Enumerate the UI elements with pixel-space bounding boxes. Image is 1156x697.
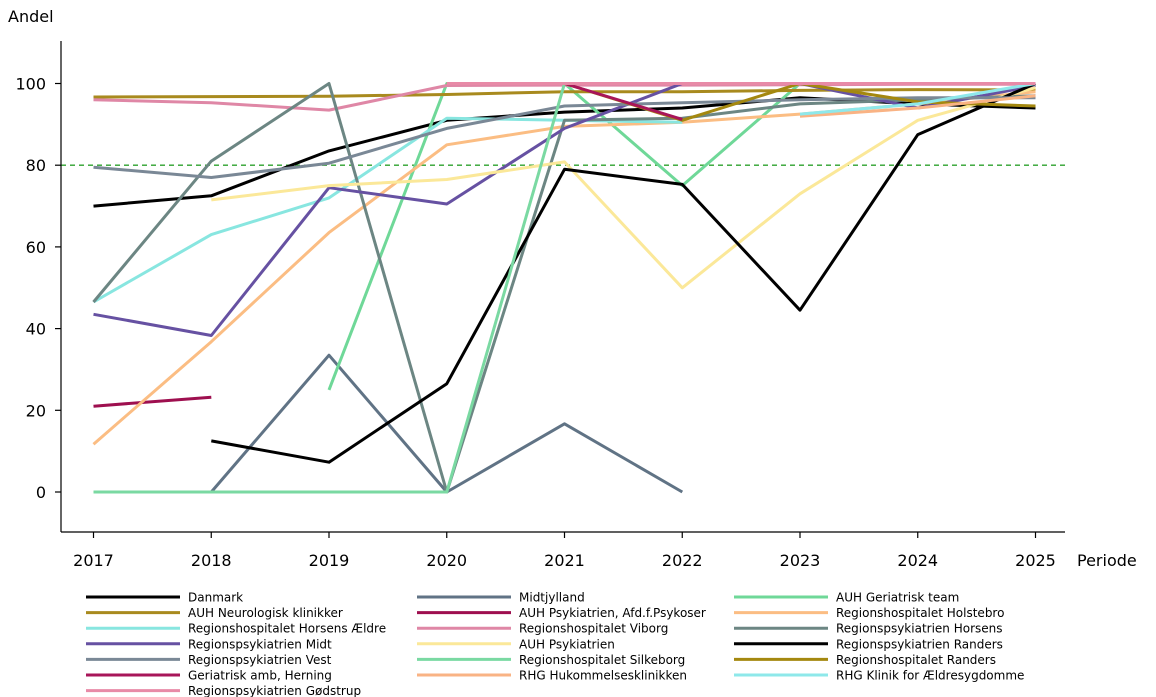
series-line — [211, 82, 1037, 464]
legend-label: Geriatrisk amb, Herning — [188, 669, 332, 683]
x-axis-label: Periode — [1077, 551, 1137, 570]
x-tick-label: 2021 — [544, 551, 585, 570]
legend-item: Regionshospitalet Randers — [734, 653, 996, 667]
legend-item: Geriatrisk amb, Herning — [86, 669, 332, 683]
series-segment — [93, 96, 1036, 179]
axes: 2017 2018 2019 2020 2021 2022 2023 2024 2025 0 20… — [8, 7, 1137, 570]
legend-item: Regionspsykiatrien Horsens — [734, 622, 1003, 636]
series-segment — [93, 96, 1036, 208]
x-tick-label: 2017 — [73, 551, 114, 570]
legend-item: Midtjylland — [417, 591, 585, 605]
legend-item: Regionspsykiatrien Randers — [734, 637, 1003, 651]
legend-item: Regionspsykiatrien Vest — [86, 653, 332, 667]
legend-item: AUH Neurologisk klinikker — [86, 606, 343, 620]
legend-item: RHG Hukommelsesklinikken — [417, 669, 687, 683]
legend-item: AUH Psykiatrien, Afd.f.Psykoser — [417, 606, 706, 620]
y-tick-label: 80 — [26, 156, 46, 175]
series-line — [799, 82, 1036, 116]
legend-label: AUH Psykiatrien — [519, 637, 615, 651]
x-tick-label: 2025 — [1015, 551, 1056, 570]
legend-label: Regionshospitalet Horsens Ældre — [188, 622, 386, 636]
legend-label: Regionspsykiatrien Horsens — [836, 622, 1003, 636]
y-tick-label: 20 — [26, 401, 46, 420]
legend-item: AUH Geriatrisk team — [734, 591, 959, 605]
series-line — [93, 96, 1036, 208]
legend-label: Regionshospitalet Holstebro — [836, 606, 1004, 620]
plot-area — [61, 82, 1065, 494]
series-segment — [799, 94, 1036, 118]
legend-item: Regionshospitalet Holstebro — [734, 606, 1004, 620]
y-tick-label: 40 — [26, 320, 46, 339]
series-line — [93, 395, 212, 408]
legend-item: Regionshospitalet Horsens Ældre — [86, 622, 386, 636]
y-axis-label: Andel — [8, 7, 54, 26]
legend-label: AUH Neurologisk klinikker — [188, 606, 343, 620]
legend-label: Regionspsykiatrien Vest — [188, 653, 332, 667]
x-tick-label: 2018 — [191, 551, 232, 570]
legend-item: Regionspsykiatrien Midt — [86, 637, 332, 651]
legend-label: Regionshospitalet Randers — [836, 653, 996, 667]
legend-label: Danmark — [188, 591, 243, 605]
y-tick-label: 0 — [36, 483, 46, 502]
legend-label: Regionshospitalet Viborg — [519, 622, 668, 636]
series-line — [93, 88, 1036, 99]
legend-label: Regionspsykiatrien Randers — [836, 637, 1003, 651]
x-tick-label: 2022 — [662, 551, 703, 570]
x-tick-label: 2019 — [309, 551, 350, 570]
legend-label: AUH Psykiatrien, Afd.f.Psykoser — [519, 606, 706, 620]
series-line — [564, 82, 683, 121]
legend: Danmark Midtjylland AUH Geriatrisk team AUH… — [86, 591, 1024, 697]
series-line — [92, 82, 1036, 494]
series-line — [799, 94, 1036, 118]
x-tick-label: 2024 — [897, 551, 938, 570]
series-segment — [210, 353, 684, 494]
y-tick-label: 60 — [26, 238, 46, 257]
legend-label: AUH Geriatrisk team — [836, 591, 959, 605]
legend-label: Regionshospitalet Silkeborg — [519, 653, 685, 667]
legend-label: Midtjylland — [519, 591, 585, 605]
series-segment — [564, 82, 683, 121]
series-segment — [211, 82, 1037, 464]
legend-item: Regionshospitalet Silkeborg — [417, 653, 685, 667]
series-segment — [92, 82, 1036, 494]
legend-item: RHG Klinik for Ældresygdomme — [734, 669, 1024, 683]
series-line — [210, 353, 684, 494]
series-segment — [211, 86, 1036, 290]
y-tick-label: 100 — [15, 75, 46, 94]
legend-item: Danmark — [86, 591, 243, 605]
legend-label: RHG Hukommelsesklinikken — [519, 669, 687, 683]
series-line — [211, 86, 1036, 290]
legend-item: Regionspsykiatrien Gødstrup — [86, 684, 361, 697]
series-line — [93, 96, 1036, 179]
series-segment — [93, 395, 212, 408]
legend-label: Regionspsykiatrien Midt — [188, 637, 332, 651]
legend-item: AUH Psykiatrien — [417, 637, 615, 651]
legend-item: Regionshospitalet Viborg — [417, 622, 668, 636]
x-tick-label: 2020 — [426, 551, 467, 570]
x-tick-label: 2023 — [780, 551, 821, 570]
y-ticks: 0 20 40 60 80 100 — [15, 75, 61, 502]
series-segment — [799, 82, 1036, 116]
legend-label: RHG Klinik for Ældresygdomme — [836, 669, 1024, 683]
legend-label: Regionspsykiatrien Gødstrup — [188, 684, 361, 697]
x-ticks: 2017 2018 2019 2020 2021 2022 2023 2024 2025 — [73, 532, 1056, 570]
series-segment — [93, 88, 1036, 99]
